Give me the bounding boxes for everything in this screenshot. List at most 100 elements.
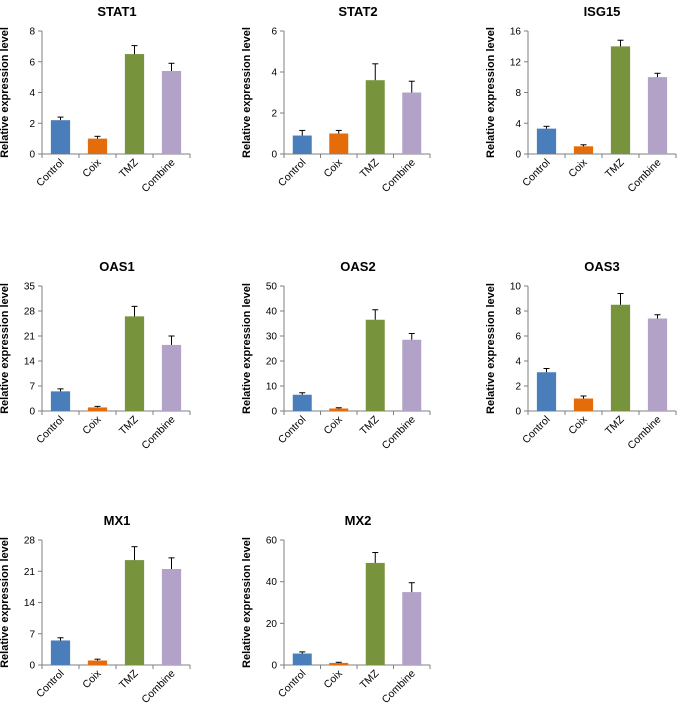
bar-stat2-control	[292, 135, 312, 154]
x-tick-label-oas3-control: Control	[520, 414, 552, 446]
y-tick-label-stat1: 0	[29, 150, 35, 161]
bar-stat2-coix	[329, 133, 349, 154]
bar-oas3-combine	[647, 318, 668, 411]
x-tick-label-stat2-coix: Coix	[322, 156, 346, 180]
bar-mx2-control	[292, 653, 312, 665]
x-tick-label-stat2-control: Control	[276, 157, 308, 189]
y-tick-label-isg15: 16	[510, 27, 522, 38]
x-tick-label-oas3-combine: Combine	[625, 414, 663, 452]
x-tick-label-mx2-combine: Combine	[380, 668, 418, 706]
y-tick-label-stat1: 6	[29, 57, 35, 68]
y-tick-label-stat1: 2	[29, 119, 35, 130]
bar-oas1-combine	[161, 344, 182, 411]
y-axis-label-oas2: Relative expression level	[241, 283, 253, 414]
bar-mx1-tmz	[124, 560, 145, 665]
y-tick-label-oas2: 20	[266, 357, 278, 368]
y-axis-label-isg15: Relative expression level	[485, 27, 497, 158]
x-tick-label-isg15-tmz: TMZ	[603, 156, 627, 180]
x-tick-label-oas2-combine: Combine	[380, 414, 418, 452]
y-axis-label-stat2: Relative expression level	[241, 27, 253, 158]
y-tick-label-oas1: 28	[24, 307, 36, 318]
y-tick-label-oas2: 0	[271, 407, 277, 418]
bar-mx1-combine	[161, 569, 182, 665]
chart-title-stat1: STAT1	[97, 4, 136, 19]
bar-oas2-coix	[329, 408, 349, 411]
x-tick-label-stat1-tmz: TMZ	[117, 156, 141, 180]
y-axis-label-mx1: Relative expression level	[0, 537, 11, 668]
y-tick-label-mx1: 21	[24, 567, 36, 578]
y-tick-label-stat2: 2	[271, 109, 277, 120]
bar-oas1-coix	[87, 407, 108, 411]
x-tick-label-stat1-control: Control	[34, 157, 66, 189]
bar-oas1-tmz	[124, 316, 145, 411]
y-tick-label-oas3: 4	[515, 357, 521, 368]
x-tick-label-stat1-combine: Combine	[139, 157, 177, 195]
y-tick-label-oas1: 0	[29, 407, 35, 418]
y-tick-label-oas3: 0	[515, 407, 521, 418]
x-tick-label-mx2-coix: Coix	[322, 667, 346, 691]
x-tick-label-stat2-combine: Combine	[380, 157, 418, 195]
x-tick-label-mx1-control: Control	[34, 668, 66, 700]
y-tick-label-stat2: 6	[271, 27, 277, 38]
x-tick-label-oas1-combine: Combine	[139, 414, 177, 452]
x-tick-label-oas1-control: Control	[34, 414, 66, 446]
y-tick-label-oas1: 35	[24, 282, 36, 293]
y-tick-label-isg15: 8	[515, 88, 521, 99]
x-tick-label-oas2-control: Control	[276, 414, 308, 446]
x-tick-label-stat2-tmz: TMZ	[358, 156, 382, 180]
y-tick-label-mx1: 28	[24, 536, 36, 547]
bar-oas3-tmz	[610, 304, 631, 411]
bar-mx2-coix	[329, 662, 349, 665]
x-tick-label-mx1-tmz: TMZ	[117, 667, 141, 691]
bar-mx1-control	[50, 640, 71, 665]
y-tick-label-mx2: 40	[266, 577, 278, 588]
y-tick-label-mx1: 0	[29, 661, 35, 672]
x-tick-label-oas2-coix: Coix	[322, 413, 346, 437]
x-tick-label-oas3-coix: Coix	[566, 413, 590, 437]
y-tick-label-mx2: 0	[271, 661, 277, 672]
y-tick-label-oas3: 6	[515, 332, 521, 343]
x-tick-label-mx1-coix: Coix	[80, 667, 104, 691]
bar-isg15-control	[536, 128, 557, 154]
y-tick-label-oas3: 2	[515, 382, 521, 393]
y-tick-label-mx2: 20	[266, 619, 278, 630]
bar-stat1-coix	[87, 138, 108, 154]
bar-oas3-control	[536, 372, 557, 411]
bar-isg15-tmz	[610, 46, 631, 154]
y-tick-label-oas3: 10	[510, 282, 522, 293]
bar-mx2-tmz	[365, 562, 385, 665]
y-axis-label-oas1: Relative expression level	[0, 283, 11, 414]
y-tick-label-stat1: 8	[29, 27, 35, 38]
y-tick-label-mx2: 60	[266, 536, 278, 547]
chart-title-oas2: OAS2	[340, 259, 375, 274]
y-tick-label-isg15: 12	[510, 57, 522, 68]
y-tick-label-oas3: 8	[515, 307, 521, 318]
bar-oas2-control	[292, 394, 312, 411]
x-tick-label-isg15-combine: Combine	[625, 157, 663, 195]
x-tick-label-oas1-tmz: TMZ	[117, 413, 141, 437]
bar-stat2-combine	[402, 92, 422, 154]
y-tick-label-oas1: 14	[24, 357, 36, 368]
y-axis-label-oas3: Relative expression level	[485, 283, 497, 414]
y-tick-label-oas1: 21	[24, 332, 36, 343]
bar-stat2-tmz	[365, 80, 385, 154]
y-axis-label-mx2: Relative expression level	[241, 537, 253, 668]
y-tick-label-stat1: 4	[29, 88, 35, 99]
x-tick-label-oas1-coix: Coix	[80, 413, 104, 437]
bar-mx1-coix	[87, 660, 108, 665]
y-tick-label-stat2: 0	[271, 150, 277, 161]
chart-title-mx1: MX1	[104, 513, 131, 528]
bar-isg15-combine	[647, 77, 668, 154]
bar-oas2-combine	[402, 339, 422, 411]
chart-title-mx2: MX2	[345, 513, 372, 528]
y-tick-label-oas1: 7	[29, 382, 35, 393]
bar-oas3-coix	[573, 398, 594, 411]
bar-stat1-combine	[161, 70, 182, 154]
chart-title-oas3: OAS3	[584, 259, 619, 274]
chart-title-isg15: ISG15	[584, 4, 621, 19]
chart-title-stat2: STAT2	[338, 4, 377, 19]
bar-mx2-combine	[402, 592, 422, 665]
y-axis-label-stat1: Relative expression level	[0, 27, 11, 158]
x-tick-label-mx1-combine: Combine	[139, 668, 177, 706]
